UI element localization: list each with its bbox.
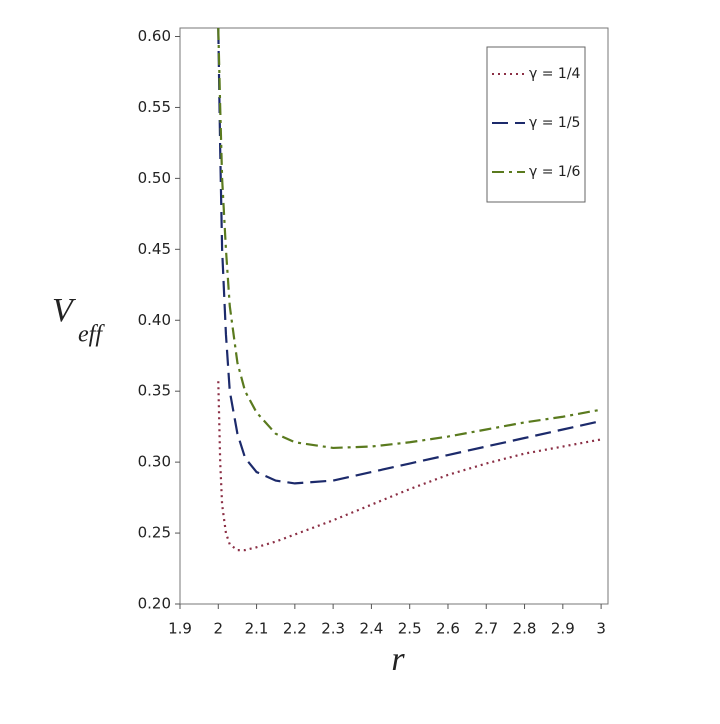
y-tick-label: 0.45 — [138, 240, 171, 258]
y-tick-label: 0.35 — [138, 382, 171, 400]
x-tick-label: 2.4 — [359, 620, 383, 638]
x-tick-label: 2.3 — [321, 620, 345, 638]
legend-label: γ = 1/5 — [529, 115, 580, 131]
y-tick-label: 0.40 — [138, 311, 171, 329]
x-tick-label: 2.1 — [245, 620, 269, 638]
legend-box — [486, 46, 586, 203]
x-tick-label: 1.9 — [168, 620, 192, 638]
legend-label: γ = 1/4 — [529, 66, 581, 82]
x-tick-label: 2.5 — [398, 620, 422, 638]
x-tick-label: 2.7 — [474, 620, 498, 638]
x-tick-label: 2 — [214, 620, 224, 638]
x-tick-label: 2.8 — [513, 620, 537, 638]
y-tick-label: 0.60 — [138, 27, 171, 45]
x-tick-label: 2.2 — [283, 620, 307, 638]
y-tick-label: 0.55 — [138, 98, 171, 116]
series-line — [217, 28, 602, 450]
x-axis-title: r — [391, 641, 405, 678]
x-tick-label: 2.9 — [551, 620, 575, 638]
legend-label: γ = 1/6 — [529, 164, 581, 180]
y-tick-label: 0.50 — [138, 169, 171, 187]
x-tick-label: 2.6 — [436, 620, 460, 638]
series-line — [217, 381, 602, 552]
y-tick-label: 0.30 — [138, 453, 171, 471]
series-line — [217, 28, 602, 485]
y-tick-label: 0.20 — [138, 595, 171, 613]
y-tick-label: 0.25 — [138, 524, 171, 542]
y-axis-title: V — [52, 292, 77, 329]
y-axis-subscript: eff — [78, 322, 105, 348]
x-tick-label: 3 — [596, 620, 606, 638]
